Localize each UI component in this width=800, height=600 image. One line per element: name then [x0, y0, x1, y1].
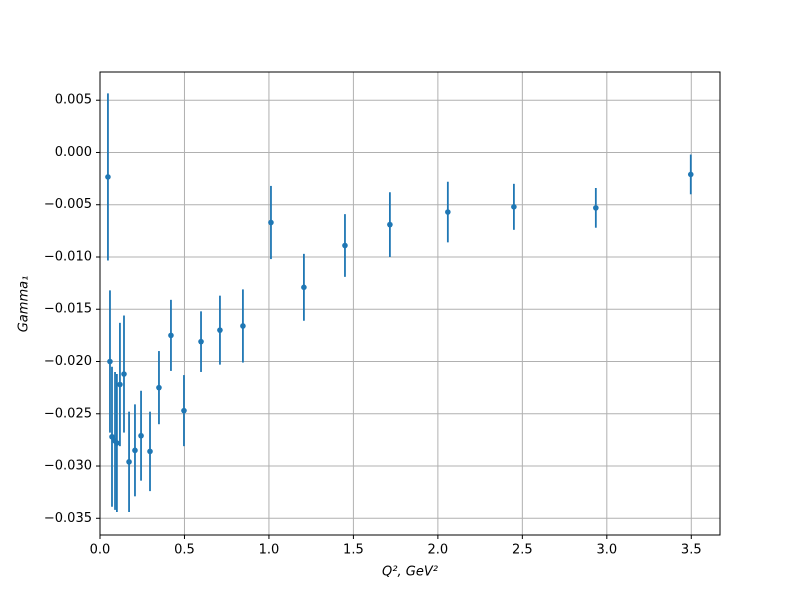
- data-point: [240, 323, 246, 329]
- data-point: [114, 440, 120, 446]
- y-tick-label: −0.005: [44, 197, 92, 212]
- data-point: [687, 171, 694, 178]
- y-axis-label: Gamma₁: [17, 276, 32, 333]
- data-point: [198, 338, 204, 345]
- data-point: [132, 447, 138, 454]
- data-point: [268, 219, 274, 226]
- data-point: [126, 459, 132, 465]
- x-axis-label: Q², GeV²: [382, 565, 438, 580]
- data-point: [147, 448, 153, 455]
- data-point: [107, 358, 113, 365]
- x-tick-label: 3.0: [596, 543, 617, 558]
- y-tick-label: −0.030: [44, 459, 92, 474]
- data-point: [109, 433, 115, 440]
- x-tick-label: 1.0: [259, 543, 280, 558]
- data-point: [168, 332, 174, 339]
- data-point: [217, 327, 223, 333]
- y-tick-label: −0.020: [44, 354, 92, 369]
- y-tick-label: −0.025: [44, 406, 92, 421]
- data-point: [593, 205, 599, 211]
- data-point: [138, 432, 144, 439]
- y-tick-label: −0.015: [44, 302, 92, 317]
- data-point: [511, 204, 517, 210]
- y-tick-label: −0.010: [44, 249, 92, 264]
- data-point: [181, 407, 187, 414]
- data-point: [117, 381, 123, 388]
- data-point: [301, 284, 307, 291]
- data-point: [121, 371, 127, 377]
- x-tick-label: 0.5: [174, 543, 195, 558]
- x-tick-label: 2.5: [512, 543, 533, 558]
- data-point: [387, 221, 393, 228]
- data-point: [342, 242, 348, 249]
- data-point: [156, 384, 162, 391]
- x-tick-label: 2.0: [428, 543, 449, 558]
- plot-frame: [99, 71, 721, 536]
- x-tick-label: 3.5: [681, 543, 702, 558]
- y-tick-label: −0.035: [44, 511, 92, 526]
- data-point: [105, 174, 111, 180]
- y-tick-label: 0.000: [55, 145, 92, 160]
- y-tick-label: 0.005: [55, 93, 92, 108]
- x-tick-label: 0.0: [90, 543, 111, 558]
- data-point: [445, 209, 451, 215]
- x-tick-label: 1.5: [343, 543, 364, 558]
